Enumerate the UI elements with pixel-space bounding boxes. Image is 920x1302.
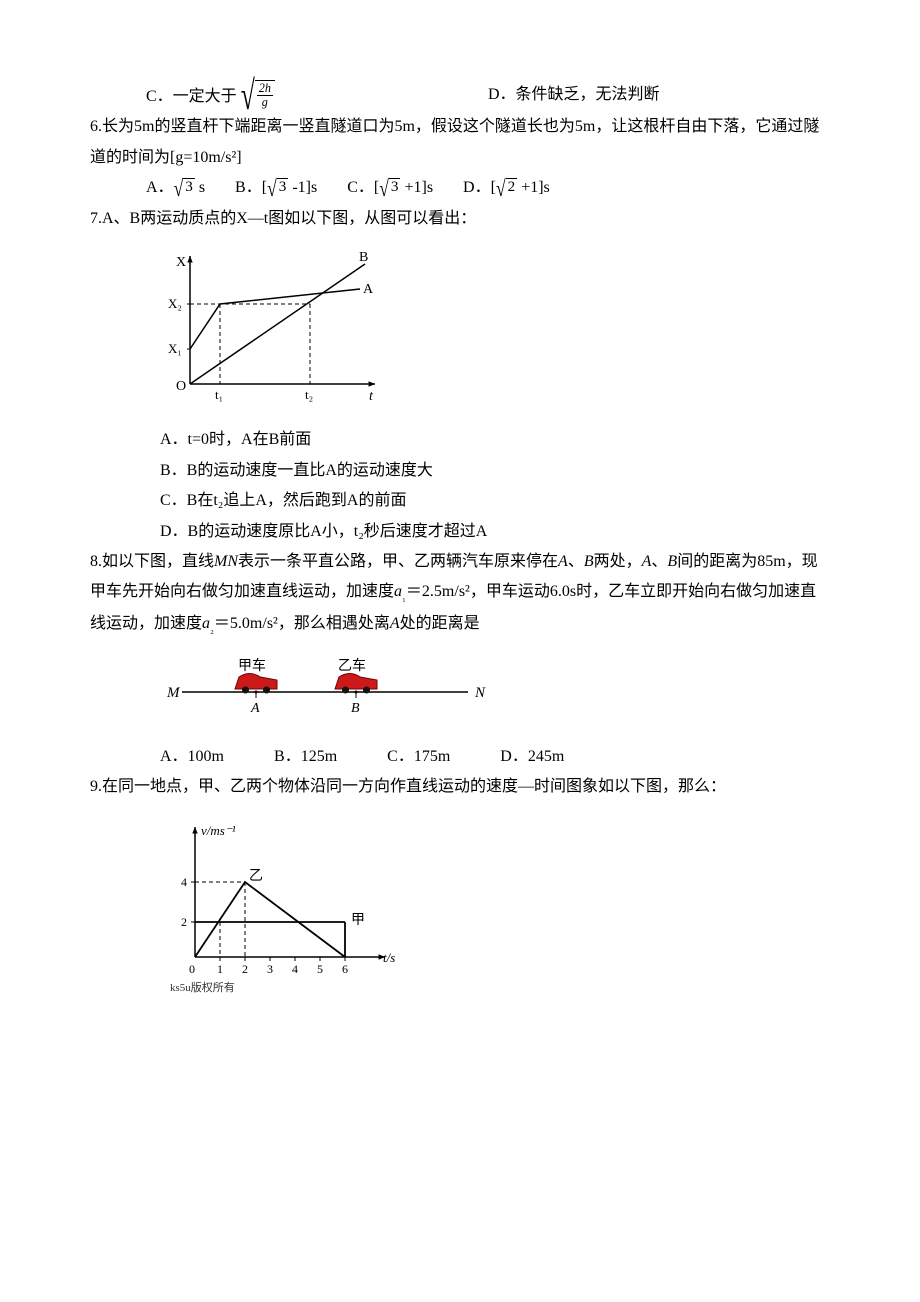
- opt-prefix: D．[: [463, 179, 496, 196]
- q5-c-prefix: C．一定大于: [146, 88, 237, 105]
- svg-text:M: M: [166, 685, 181, 701]
- stem-text: 、: [651, 553, 667, 570]
- svg-text:5: 5: [317, 962, 323, 976]
- svg-text:t/s: t/s: [383, 950, 395, 965]
- svg-text:1: 1: [217, 962, 223, 976]
- svg-text:乙车: 乙车: [338, 657, 366, 674]
- sqrt-icon: √ 2h g: [241, 80, 275, 111]
- svg-text:2: 2: [242, 962, 248, 976]
- italic-var: B: [667, 553, 677, 570]
- stem-text: 表示一条平直公路，甲、乙两辆汽车原来停在: [238, 553, 558, 570]
- svg-text:6: 6: [342, 962, 348, 976]
- svg-text:甲: 甲: [351, 913, 365, 928]
- italic-var: B: [584, 553, 594, 570]
- sqrt-icon: √3: [379, 178, 400, 196]
- q7-option-d: D．B的运动速度原比A小，t₂秒后速度才超过A: [90, 517, 830, 547]
- svg-text:X₁: X₁: [168, 341, 182, 356]
- svg-text:4: 4: [292, 962, 298, 976]
- svg-text:甲车: 甲车: [238, 657, 266, 674]
- italic-var: A: [390, 615, 400, 632]
- sqrt-arg: 3: [389, 178, 401, 196]
- q7-option-c: C．B在t₂追上A，然后跑到A的前面: [90, 486, 830, 516]
- radical-icon: √: [496, 178, 506, 201]
- italic-var: A: [642, 553, 652, 570]
- svg-text:t: t: [369, 389, 374, 404]
- opt-suffix: +1]s: [517, 179, 550, 196]
- frac-num: 2h: [257, 82, 273, 96]
- q9-stem: 9.在同一地点，甲、乙两个物体沿同一方向作直线运动的速度—时间图象如以下图，那么…: [90, 772, 830, 802]
- q6-option-c: C．[√3 +1]s: [347, 173, 433, 203]
- q7-xt-graph: X Ot X₁ X₂ t₁ t₂ A B: [160, 244, 390, 404]
- sqrt-arg: 2h g: [255, 80, 275, 111]
- opt-prefix: A．: [146, 179, 174, 196]
- q8-stem: 8.如以下图，直线MN表示一条平直公路，甲、乙两辆汽车原来停在A、B两处，A、B…: [90, 547, 830, 640]
- opt-prefix: C．[: [347, 179, 379, 196]
- q8-option-c: C．175m: [387, 742, 450, 772]
- q5-options-row: C．一定大于 √ 2h g D．条件缺乏，无法判断: [90, 80, 830, 112]
- radical-icon: √: [379, 178, 389, 201]
- stem-text: 处的距离是: [400, 615, 480, 632]
- q6-stem: 6.长为5m的竖直杆下端距离一竖直隧道口为5m，假设这个隧道长也为5m，让这根杆…: [90, 112, 830, 173]
- svg-text:A: A: [363, 282, 374, 297]
- q9-vt-graph: 2 4 1 2 3 4 5 6 0 v/ms⁻¹ t/s 乙甲: [160, 812, 410, 982]
- stem-text: 8.如以下图，直线: [90, 553, 214, 570]
- radical-icon: √: [241, 76, 255, 125]
- q7-option-a: A．t=0时，A在B前面: [90, 425, 830, 455]
- svg-text:乙: 乙: [249, 868, 263, 884]
- sqrt-icon: √2: [496, 178, 517, 196]
- svg-text:A: A: [250, 701, 260, 716]
- q8-option-b: B．125m: [274, 742, 337, 772]
- q8-options: A．100m B．125m C．175m D．245m: [90, 742, 830, 772]
- q5-option-d: D．条件缺乏，无法判断: [488, 80, 830, 112]
- svg-text:X₂: X₂: [168, 296, 182, 311]
- svg-text:B: B: [359, 250, 368, 265]
- svg-text:t₂: t₂: [305, 387, 313, 402]
- svg-text:N: N: [474, 685, 486, 701]
- q6-option-a: A．√3 s: [146, 173, 205, 203]
- svg-text:3: 3: [267, 962, 273, 976]
- opt-prefix: B．[: [235, 179, 267, 196]
- q6-options: A．√3 s B．[√3 -1]s C．[√3 +1]s D．[√2 +1]s: [90, 173, 830, 203]
- fraction: 2h g: [257, 82, 273, 110]
- opt-suffix: s: [195, 179, 205, 196]
- svg-text:t₁: t₁: [215, 387, 223, 402]
- q7-option-b: B．B的运动速度一直比A的运动速度大: [90, 456, 830, 486]
- q6-option-d: D．[√2 +1]s: [463, 173, 550, 203]
- svg-text:2: 2: [181, 915, 187, 929]
- svg-text:4: 4: [181, 875, 187, 889]
- sqrt-icon: √3: [174, 178, 195, 196]
- sqrt-icon: √3: [267, 178, 288, 196]
- q6-option-b: B．[√3 -1]s: [235, 173, 317, 203]
- svg-text:v/ms⁻¹: v/ms⁻¹: [201, 823, 236, 838]
- stem-text: 、: [568, 553, 584, 570]
- italic-var: MN: [214, 553, 238, 570]
- q7-figure: X Ot X₁ X₂ t₁ t₂ A B: [160, 244, 830, 415]
- italic-var: a: [202, 615, 210, 632]
- q8-figure: M N A B 甲车 乙车: [160, 650, 830, 731]
- q9-figure: 2 4 1 2 3 4 5 6 0 v/ms⁻¹ t/s 乙甲: [160, 812, 830, 993]
- svg-text:B: B: [351, 701, 360, 716]
- opt-suffix: +1]s: [400, 179, 433, 196]
- frac-den: g: [257, 96, 273, 109]
- q7-stem: 7.A、B两运动质点的X—t图如以下图，从图可以看出：: [90, 204, 830, 234]
- radical-icon: √: [267, 178, 277, 201]
- q8-option-d: D．245m: [500, 742, 564, 772]
- svg-text:0: 0: [189, 962, 195, 976]
- stem-text: ＝5.0m/s²，那么相遇处离: [214, 615, 390, 632]
- svg-text:X: X: [176, 255, 186, 270]
- radical-icon: √: [174, 178, 184, 201]
- q8-option-a: A．100m: [160, 742, 224, 772]
- svg-text:O: O: [176, 379, 186, 394]
- q8-road-diagram: M N A B 甲车 乙车: [160, 650, 490, 720]
- sqrt-arg: 3: [183, 178, 195, 196]
- sqrt-arg: 2: [506, 178, 518, 196]
- italic-var: A: [558, 553, 568, 570]
- italic-var: a: [394, 583, 402, 600]
- stem-text: 两处，: [594, 553, 642, 570]
- sqrt-arg: 3: [277, 178, 289, 196]
- opt-suffix: -1]s: [288, 179, 317, 196]
- q5-option-c: C．一定大于 √ 2h g: [90, 80, 488, 112]
